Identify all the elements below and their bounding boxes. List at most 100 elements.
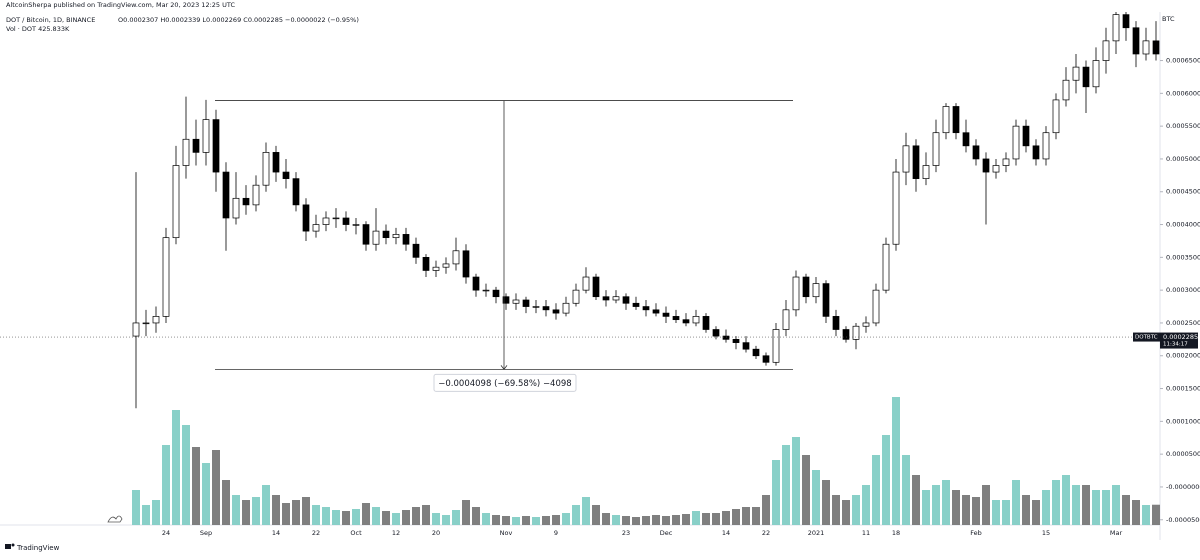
volume-bar [512, 517, 520, 525]
y-tick-label: 0.0005000 [1166, 155, 1200, 163]
candle-body [342, 217, 350, 225]
candle-body [722, 335, 730, 340]
x-tick-label: Nov [500, 529, 513, 537]
candle-body [972, 145, 980, 160]
candle-body [992, 165, 1000, 173]
x-tick-label: Feb [970, 529, 982, 537]
volume-bar [1052, 480, 1060, 525]
candle-body [1002, 158, 1010, 166]
y-tick-label: 0.0004500 [1166, 188, 1200, 196]
candle-body [962, 132, 970, 147]
volume-bar [1082, 485, 1090, 525]
currency: BTC [1162, 15, 1175, 23]
y-tick-label: 0.0001500 [1166, 385, 1200, 393]
candle-body [462, 250, 470, 278]
volume-bar [942, 480, 950, 525]
ohlc: O0.0002307 H0.0002339 L0.0002269 C0.0002… [118, 16, 359, 24]
volume-bar [872, 455, 880, 525]
plot-area [132, 12, 1160, 525]
volume-bar [752, 507, 760, 525]
volume-bar [1042, 490, 1050, 525]
candle-body [362, 224, 370, 245]
candle-body [932, 132, 940, 166]
x-tick-label: 9 [554, 529, 558, 537]
candle-body [272, 152, 280, 173]
candle-body [782, 309, 790, 330]
volume-bar [1102, 490, 1110, 525]
volume-bar [332, 510, 340, 525]
candle-body [262, 152, 270, 186]
candle-body [732, 338, 740, 343]
volume-bar [632, 517, 640, 525]
candle-body [352, 224, 360, 226]
volume-bar [782, 445, 790, 525]
candle-body [942, 106, 950, 134]
volume-bar [672, 515, 680, 525]
volume-bar [322, 507, 330, 525]
candle-body [702, 316, 710, 330]
volume-bar [932, 485, 940, 525]
volume-bar [602, 513, 610, 525]
candle-body [1152, 40, 1160, 55]
y-tick-label: 0.0006000 [1166, 89, 1200, 97]
candle-body [232, 197, 240, 219]
candle-body [282, 171, 290, 179]
volume-bar [1012, 480, 1020, 525]
candle-body [872, 289, 880, 324]
volume-bar [192, 447, 200, 525]
volume-bar [832, 495, 840, 525]
volume-bar [652, 515, 660, 525]
volume-bar [442, 515, 450, 525]
volume-bar [692, 511, 700, 525]
candle-body [832, 316, 840, 330]
x-tick-label: 2021 [808, 529, 825, 537]
volume-bar [952, 490, 960, 525]
x-tick-label: 14 [272, 529, 280, 537]
volume-bar [582, 497, 590, 525]
candle-body [1112, 14, 1120, 42]
volume-bar [152, 500, 160, 525]
x-tick-label: Mar [1110, 529, 1123, 537]
volume-bar [682, 514, 690, 525]
volume-bar [412, 507, 420, 525]
candle-body [332, 217, 340, 220]
x-tick-label: 12 [392, 529, 400, 537]
candle-body [792, 276, 800, 311]
volume-bar [902, 455, 910, 525]
volume-bar [202, 463, 210, 525]
candle-body [152, 316, 160, 324]
candle-body [252, 184, 260, 206]
volume-bar [212, 450, 220, 525]
volume-bar [262, 485, 270, 525]
volume-bar [742, 507, 750, 525]
bird-icon [107, 515, 123, 523]
volume-bar [962, 495, 970, 525]
symbol-box [1133, 332, 1160, 342]
candle-body [242, 197, 250, 206]
volume-bar [312, 505, 320, 525]
y-tick-label: 0.0003500 [1166, 253, 1200, 261]
x-tick-label: 22 [312, 529, 320, 537]
volume-bar [662, 516, 670, 525]
arrow-head [500, 365, 508, 371]
volume-bar [912, 475, 920, 525]
candle-body [292, 178, 300, 206]
candle-body [712, 329, 720, 337]
candle-body [512, 299, 520, 304]
candle-body [542, 306, 550, 311]
x-tick-label: Sep [200, 529, 212, 537]
volume-bar [252, 497, 260, 525]
volume-bar [542, 516, 550, 525]
candle-body [742, 342, 750, 350]
volume-bar [792, 437, 800, 525]
volume-bar [1002, 500, 1010, 525]
volume-bar [232, 495, 240, 525]
candle-body [172, 165, 180, 239]
volume-bar [392, 513, 400, 525]
volume-bar [472, 507, 480, 525]
candle-body [1132, 27, 1140, 55]
volume-bar [892, 397, 900, 525]
candle-body [302, 204, 310, 232]
